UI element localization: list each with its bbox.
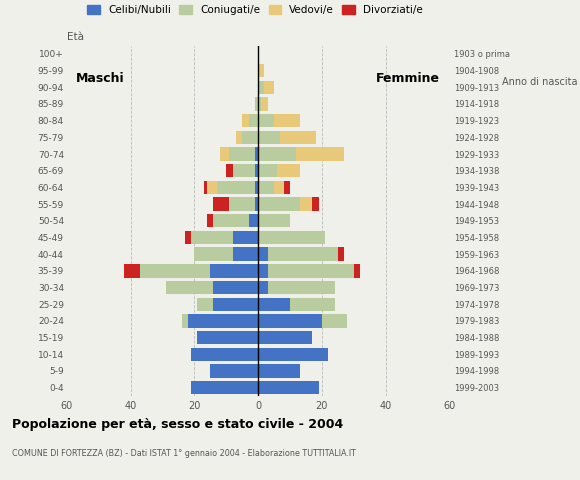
Bar — [258, 331, 313, 344]
Bar — [322, 314, 347, 327]
Bar — [191, 231, 233, 244]
Text: Età: Età — [67, 32, 84, 42]
Bar — [211, 264, 258, 277]
Bar — [213, 214, 249, 228]
Bar — [166, 281, 213, 294]
Bar — [188, 314, 258, 327]
Bar — [258, 131, 281, 144]
Text: Popolazione per età, sesso e stato civile - 2004: Popolazione per età, sesso e stato civil… — [12, 418, 343, 431]
Bar — [211, 364, 258, 378]
Bar — [242, 131, 258, 144]
Text: Maschi: Maschi — [77, 72, 125, 85]
Bar — [220, 147, 230, 161]
Bar — [268, 281, 335, 294]
Bar — [258, 231, 325, 244]
Bar — [204, 181, 207, 194]
Bar — [233, 231, 258, 244]
Bar — [236, 131, 242, 144]
Bar — [213, 298, 258, 311]
Bar — [258, 348, 328, 361]
Bar — [258, 181, 274, 194]
Bar — [258, 298, 290, 311]
Bar — [249, 114, 258, 127]
Bar — [197, 331, 258, 344]
Bar — [290, 298, 335, 311]
Bar — [264, 81, 274, 94]
Bar — [258, 164, 277, 178]
Bar — [258, 114, 274, 127]
Bar — [281, 131, 316, 144]
Text: Anno di nascita: Anno di nascita — [502, 77, 577, 87]
Bar — [258, 248, 268, 261]
Bar — [217, 181, 255, 194]
Bar — [191, 348, 258, 361]
Bar — [255, 97, 258, 111]
Bar — [194, 248, 233, 261]
Bar — [140, 264, 211, 277]
Bar — [338, 248, 345, 261]
Legend: Celibi/Nubili, Coniugati/e, Vedovi/e, Divorziati/e: Celibi/Nubili, Coniugati/e, Vedovi/e, Di… — [88, 5, 423, 15]
Bar — [184, 231, 191, 244]
Bar — [255, 181, 258, 194]
Bar — [242, 114, 249, 127]
Bar — [261, 97, 268, 111]
Bar — [354, 264, 360, 277]
Bar — [213, 281, 258, 294]
Bar — [274, 114, 299, 127]
Bar — [274, 181, 284, 194]
Bar — [313, 197, 319, 211]
Bar — [191, 381, 258, 395]
Bar — [230, 197, 255, 211]
Bar — [300, 197, 313, 211]
Bar — [258, 214, 290, 228]
Bar — [255, 197, 258, 211]
Bar — [255, 147, 258, 161]
Bar — [258, 281, 268, 294]
Bar — [258, 264, 268, 277]
Bar — [296, 147, 345, 161]
Bar — [182, 314, 188, 327]
Text: COMUNE DI FORTEZZA (BZ) - Dati ISTAT 1° gennaio 2004 - Elaborazione TUTTITALIA.I: COMUNE DI FORTEZZA (BZ) - Dati ISTAT 1° … — [12, 449, 356, 458]
Bar — [277, 164, 299, 178]
Bar — [268, 264, 354, 277]
Bar — [233, 164, 255, 178]
Bar — [258, 97, 261, 111]
Bar — [124, 264, 140, 277]
Bar — [258, 314, 322, 327]
Bar — [258, 64, 264, 77]
Bar — [249, 214, 258, 228]
Bar — [230, 147, 255, 161]
Bar — [207, 181, 217, 194]
Bar — [226, 164, 233, 178]
Bar — [213, 197, 230, 211]
Bar — [258, 197, 300, 211]
Bar — [258, 364, 300, 378]
Text: Femmine: Femmine — [376, 72, 440, 85]
Bar — [258, 147, 296, 161]
Bar — [284, 181, 290, 194]
Bar — [258, 81, 264, 94]
Bar — [233, 248, 258, 261]
Bar — [198, 298, 213, 311]
Bar — [207, 214, 213, 228]
Bar — [268, 248, 338, 261]
Bar — [255, 164, 258, 178]
Bar — [258, 381, 319, 395]
